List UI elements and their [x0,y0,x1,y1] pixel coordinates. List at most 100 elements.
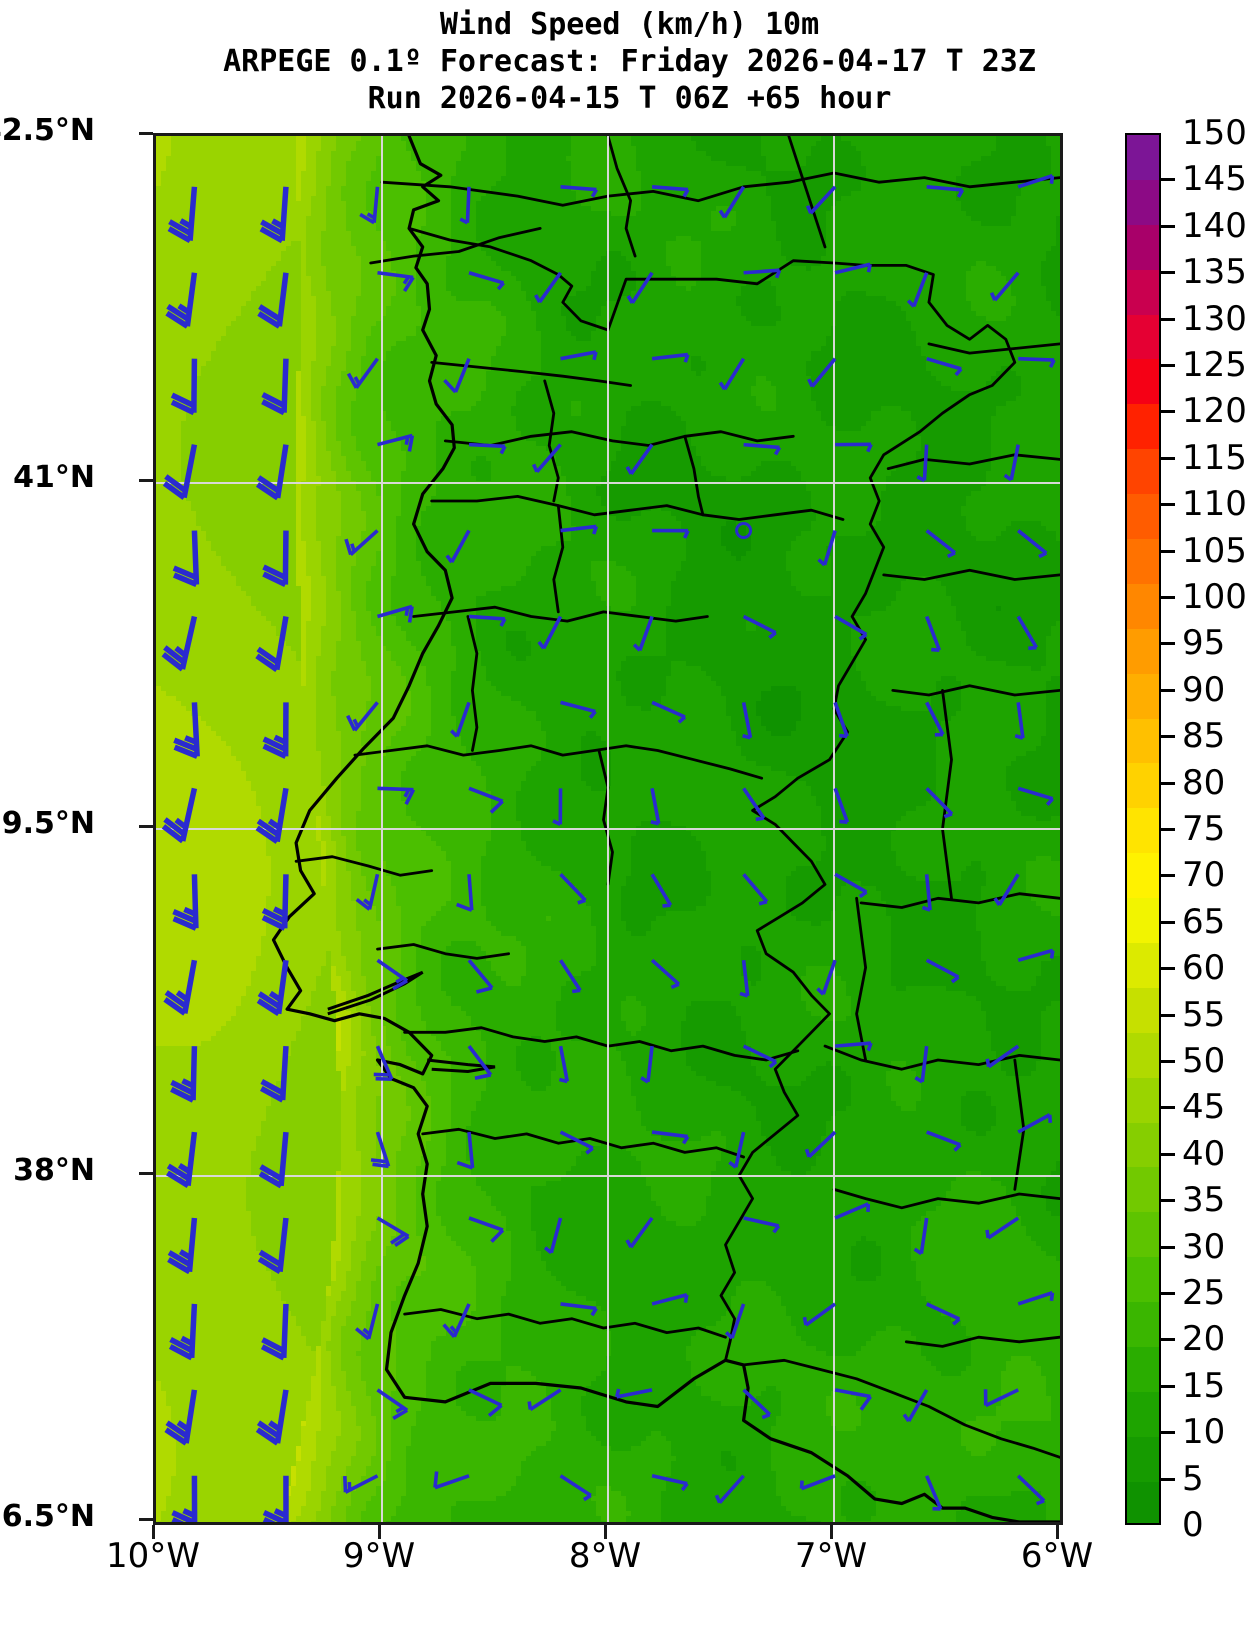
wind-barb [560,1302,598,1317]
wind-barb [985,1216,1020,1240]
wind-barb [650,873,673,908]
wind-barb [257,272,289,329]
colorbar-segment [1127,314,1159,360]
colorbar[interactable] [1125,133,1161,1525]
wind-barb [615,1388,653,1399]
wind-barb [346,701,379,732]
wind-barb [834,872,868,899]
colorbar-tick-label: 150 [1182,113,1247,153]
wind-barb [377,433,415,452]
colorbar-segment [1127,404,1159,450]
colorbar-tick-label: 40 [1182,1134,1225,1174]
colorbar-tick-label: 135 [1182,252,1247,292]
wind-barb [468,614,507,627]
map-plot-area[interactable] [153,133,1063,1525]
colorbar-segment [1127,359,1159,405]
longitude-tick [152,1525,155,1539]
colorbar-segment [1127,135,1159,180]
wind-barb [834,262,872,275]
wind-barb [433,1471,470,1490]
wind-barb [718,185,746,219]
longitude-tick-label: 8°W [569,1536,641,1576]
wind-barb [255,787,289,844]
title-line-run: Run 2026-04-15 T 06Z +65 hour [0,80,1259,117]
wind-barb [255,444,289,501]
wind-barb [1014,702,1025,740]
colorbar-segment [1127,1032,1159,1078]
colorbar-tick [1161,224,1175,228]
colorbar-segment [1127,1212,1159,1258]
colorbar-tick-label: 50 [1182,1041,1225,1081]
wind-barb [805,185,837,215]
colorbar-tick-label: 5 [1182,1459,1204,1499]
wind-barb [262,530,289,588]
colorbar-tick-label: 45 [1182,1087,1225,1127]
wind-barb [652,528,690,539]
colorbar-tick [1161,364,1175,367]
wind-barb [161,615,198,672]
colorbar-tick [1161,828,1175,831]
colorbar-tick [1161,642,1175,646]
wind-barb [625,443,654,475]
wind-barb [651,700,687,724]
wind-barb [743,1216,781,1234]
wind-barb [906,272,929,308]
wind-barb [373,1045,394,1081]
wind-barb [261,874,289,931]
wind-barb [537,615,563,650]
wind-barb [739,960,750,998]
wind-barb [257,1217,289,1275]
wind-barb-layer [161,173,1056,1522]
wind-barb [1017,529,1048,559]
colorbar-tick [1161,1384,1175,1388]
wind-barb [650,958,681,990]
colorbar-tick-label: 20 [1182,1319,1225,1359]
colorbar-segment [1127,628,1159,674]
title-line-variable: Wind Speed (km/h) 10m [0,6,1259,43]
wind-barb [559,1474,592,1502]
wind-barb [170,1046,198,1103]
colorbar-tick [1161,503,1175,507]
colorbar-segment [1127,449,1159,495]
wind-barb [925,787,954,819]
wind-barb [1017,948,1055,962]
wind-barb [651,352,690,363]
wind-barb [834,1388,872,1411]
wind-barb [651,1292,689,1306]
wind-barb [376,604,414,623]
latitude-tick [139,1171,153,1175]
wind-barb [531,443,562,473]
longitude-tick-label: 9°W [343,1536,415,1576]
wind-barb [728,1131,746,1169]
wind-barb [916,444,929,483]
wind-barb [925,1475,943,1511]
wind-barb [468,1388,503,1418]
colorbar-tick-label: 35 [1182,1180,1225,1220]
wind-barb [925,958,960,984]
wind-barb [167,186,198,244]
colorbar-segment [1127,1391,1159,1437]
colorbar-tick [1161,1431,1175,1435]
wind-barb [558,1045,570,1084]
latitude-tick [139,478,153,482]
colorbar-tick-label: 0 [1182,1505,1204,1545]
colorbar-tick [1161,1013,1175,1017]
colorbar-tick [1161,1060,1175,1063]
longitude-tick [604,1525,607,1539]
wind-barb [376,1388,409,1421]
colorbar-tick-label: 85 [1182,716,1225,756]
wind-barb [1016,615,1038,651]
wind-barb [259,186,289,244]
latitude-tick-label: 39.5°N [0,806,95,841]
longitude-tick-label: 7°W [795,1536,867,1576]
wind-barb [258,1131,289,1189]
colorbar-tick-label: 140 [1182,206,1247,246]
wind-barb [651,1474,689,1492]
wind-barb [552,788,563,826]
colorbar-segment [1127,1257,1159,1303]
wind-barb [913,1217,929,1256]
wind-barb [165,1131,198,1189]
wind-barb [743,268,782,279]
colorbar-segment [1127,718,1159,764]
